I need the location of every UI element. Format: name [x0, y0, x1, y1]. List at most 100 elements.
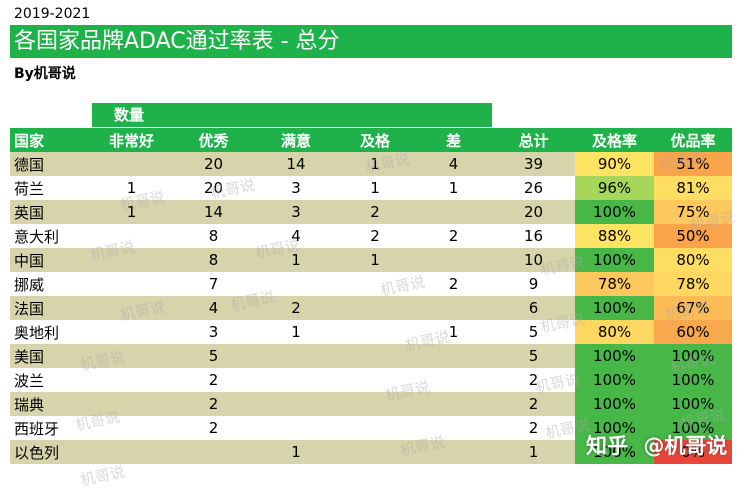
cell-pass: 1 — [335, 176, 415, 200]
source-handle: @机哥说 — [643, 434, 728, 458]
cell-satisfactory — [257, 368, 335, 392]
table-row: 美国 5 5 100% 100% — [10, 344, 732, 368]
cell-country: 法国 — [10, 296, 93, 320]
cell-very-good — [93, 248, 170, 272]
cell-country: 西班牙 — [10, 416, 93, 440]
cell-quality-rate: 75% — [654, 200, 732, 224]
cell-very-good — [93, 320, 170, 344]
cell-pass — [335, 392, 415, 416]
col-header-pass-rate: 及格率 — [575, 128, 654, 152]
cell-excellent: 20 — [170, 152, 257, 176]
col-header-very-good: 非常好 — [93, 128, 170, 152]
cell-poor — [415, 344, 492, 368]
cell-excellent: 8 — [170, 224, 257, 248]
cell-total: 1 — [492, 440, 575, 464]
cell-satisfactory: 3 — [257, 176, 335, 200]
cell-excellent: 8 — [170, 248, 257, 272]
cell-pass-rate: 80% — [575, 320, 654, 344]
table-row: 英国 1 14 3 2 20 100% 75% — [10, 200, 732, 224]
cell-quality-rate: 67% — [654, 296, 732, 320]
cell-country: 中国 — [10, 248, 93, 272]
cell-quality-rate: 100% — [654, 344, 732, 368]
cell-pass-rate: 78% — [575, 272, 654, 296]
table-row: 以色列 1 1 100% 0% — [10, 440, 732, 464]
cell-pass — [335, 416, 415, 440]
cell-pass-rate: 88% — [575, 224, 654, 248]
cell-very-good — [93, 368, 170, 392]
cell-satisfactory: 1 — [257, 248, 335, 272]
cell-satisfactory: 14 — [257, 152, 335, 176]
cell-pass: 1 — [335, 152, 415, 176]
col-header-pass: 及格 — [335, 128, 415, 152]
cell-very-good — [93, 440, 170, 464]
cell-poor: 2 — [415, 272, 492, 296]
col-header-country: 国家 — [10, 128, 93, 152]
cell-pass — [335, 272, 415, 296]
cell-very-good — [93, 152, 170, 176]
table-row: 西班牙 2 2 100% 100% — [10, 416, 732, 440]
cell-poor — [415, 248, 492, 272]
table-row: 意大利 8 4 2 2 16 88% 50% — [10, 224, 732, 248]
cell-excellent: 14 — [170, 200, 257, 224]
source-site: 知乎 — [586, 434, 628, 458]
cell-quality-rate: 100% — [654, 368, 732, 392]
source-attribution: 知乎 @机哥说 — [586, 430, 727, 460]
cell-poor — [415, 200, 492, 224]
col-header-quality-rate: 优品率 — [654, 128, 732, 152]
cell-country: 英国 — [10, 200, 93, 224]
cell-quality-rate: 60% — [654, 320, 732, 344]
table-row: 挪威 7 2 9 78% 78% — [10, 272, 732, 296]
cell-satisfactory: 1 — [257, 320, 335, 344]
cell-poor — [415, 368, 492, 392]
cell-pass-rate: 100% — [575, 248, 654, 272]
cell-country: 美国 — [10, 344, 93, 368]
year-range: 2019-2021 — [14, 6, 91, 22]
table-row: 奥地利 3 1 1 5 80% 60% — [10, 320, 732, 344]
cell-satisfactory — [257, 272, 335, 296]
table-row: 荷兰 1 20 3 1 1 26 96% 81% — [10, 176, 732, 200]
quantity-group-header: 数量 — [92, 103, 492, 127]
cell-pass — [335, 296, 415, 320]
cell-total: 20 — [492, 200, 575, 224]
cell-very-good — [93, 344, 170, 368]
cell-excellent: 5 — [170, 344, 257, 368]
cell-total: 2 — [492, 392, 575, 416]
cell-country: 以色列 — [10, 440, 93, 464]
cell-excellent — [170, 440, 257, 464]
col-header-poor: 差 — [415, 128, 492, 152]
cell-pass — [335, 368, 415, 392]
cell-excellent: 2 — [170, 416, 257, 440]
cell-very-good: 1 — [93, 176, 170, 200]
cell-poor: 1 — [415, 320, 492, 344]
cell-quality-rate: 81% — [654, 176, 732, 200]
cell-satisfactory — [257, 344, 335, 368]
cell-total: 5 — [492, 320, 575, 344]
cell-pass — [335, 440, 415, 464]
cell-quality-rate: 50% — [654, 224, 732, 248]
cell-quality-rate: 100% — [654, 416, 732, 440]
cell-very-good — [93, 296, 170, 320]
cell-satisfactory: 3 — [257, 200, 335, 224]
cell-country: 荷兰 — [10, 176, 93, 200]
cell-total: 5 — [492, 344, 575, 368]
cell-satisfactory — [257, 392, 335, 416]
cell-total: 9 — [492, 272, 575, 296]
cell-pass-rate: 100% — [575, 392, 654, 416]
cell-satisfactory: 1 — [257, 440, 335, 464]
cell-total: 39 — [492, 152, 575, 176]
cell-pass-rate: 100% — [575, 200, 654, 224]
cell-total: 2 — [492, 416, 575, 440]
col-header-total: 总计 — [492, 128, 575, 152]
cell-pass-rate: 90% — [575, 152, 654, 176]
cell-poor: 4 — [415, 152, 492, 176]
cell-pass: 2 — [335, 200, 415, 224]
cell-excellent: 4 — [170, 296, 257, 320]
cell-satisfactory — [257, 416, 335, 440]
cell-country: 挪威 — [10, 272, 93, 296]
cell-quality-rate: 51% — [654, 152, 732, 176]
cell-poor — [415, 440, 492, 464]
table-row: 中国 8 1 1 10 100% 80% — [10, 248, 732, 272]
cell-excellent: 3 — [170, 320, 257, 344]
cell-satisfactory: 4 — [257, 224, 335, 248]
cell-pass-rate: 100% — [575, 440, 654, 464]
